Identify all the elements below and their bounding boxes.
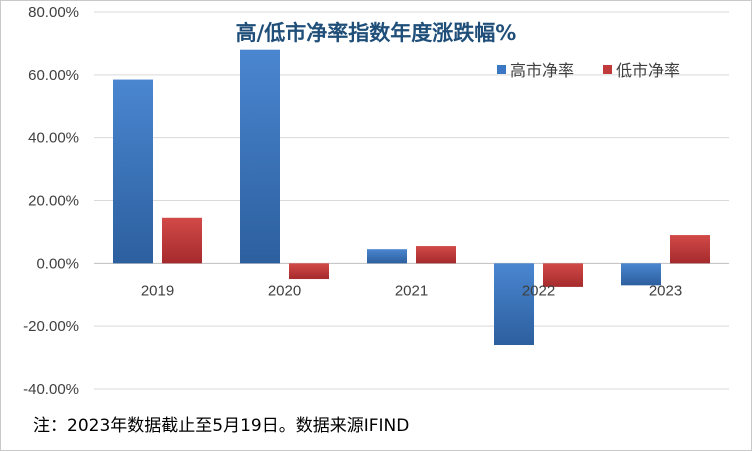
y-tick-label: -40.00% <box>23 381 79 398</box>
bar-high-pb-2020 <box>240 49 280 264</box>
bars <box>113 49 710 346</box>
bar-high-pb-2019 <box>113 79 153 264</box>
legend-swatch-high-pb <box>497 65 506 74</box>
bar-high-pb-2022 <box>494 263 534 346</box>
bar-low-pb-2019 <box>162 217 202 264</box>
y-tick-label: 0.00% <box>36 255 79 272</box>
y-tick-label: 60.00% <box>28 67 79 84</box>
legend-label-high-pb: 高市净率 <box>510 61 574 80</box>
y-tick-label: -20.00% <box>23 318 79 335</box>
bar-low-pb-2021 <box>416 246 456 264</box>
chart-title: 高/低市净率指数年度涨跌幅% <box>236 21 517 45</box>
bar-high-pb-2021 <box>367 249 407 264</box>
x-category-label: 2023 <box>649 282 682 299</box>
x-category-label: 2020 <box>268 282 301 299</box>
bar-high-pb-2023 <box>621 263 661 286</box>
legend: 高市净率 低市净率 <box>497 61 680 80</box>
legend-label-low-pb: 低市净率 <box>616 61 680 80</box>
x-category-label: 2021 <box>395 282 428 299</box>
footnote: 注：2023年数据截止至5月19日。数据来源IFIND <box>33 416 409 436</box>
bar-low-pb-2023 <box>670 235 710 264</box>
x-category-label: 2022 <box>522 282 555 299</box>
y-tick-label: 40.00% <box>28 130 79 147</box>
y-axis-tick-labels: 80.00% 60.00% 40.00% 20.00% 0.00% -20.00% -40.… <box>23 4 79 398</box>
x-category-label: 2019 <box>141 282 174 299</box>
x-axis-category-labels: 2019 2020 2021 2022 2023 <box>141 282 682 299</box>
bar-low-pb-2022 <box>543 263 583 287</box>
legend-swatch-low-pb <box>603 65 612 74</box>
bar-low-pb-2020 <box>289 263 329 280</box>
gridlines <box>94 11 729 390</box>
y-tick-label: 80.00% <box>28 4 79 21</box>
y-tick-label: 20.00% <box>28 193 79 210</box>
